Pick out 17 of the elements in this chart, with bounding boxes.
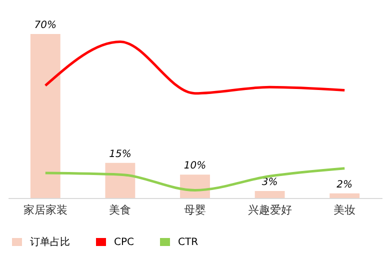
data-label: 10% (184, 160, 206, 172)
legend-label: CPC (114, 237, 134, 248)
data-label: 3% (262, 176, 278, 188)
bar (105, 162, 136, 198)
legend-label: CTR (178, 237, 198, 248)
bar (254, 190, 285, 198)
bar (30, 34, 60, 198)
legend-label: 订单占比 (30, 236, 70, 248)
x-tick-label: 兴趣爱好 (248, 204, 292, 216)
x-tick-label: 美妆 (334, 204, 356, 216)
x-tick-label: 母婴 (184, 204, 206, 216)
x-tick-label: 家居家装 (23, 204, 68, 216)
data-label: 70% (34, 20, 57, 31)
bar (330, 193, 360, 198)
data-label: 15% (109, 148, 132, 160)
x-tick-label: 美食 (109, 204, 132, 216)
data-label: 2% (336, 179, 353, 190)
